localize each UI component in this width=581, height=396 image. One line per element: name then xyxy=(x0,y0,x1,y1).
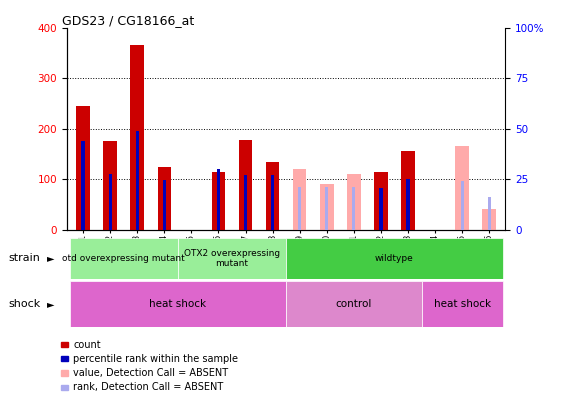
Bar xyxy=(81,141,85,230)
Text: value, Detection Call = ABSENT: value, Detection Call = ABSENT xyxy=(73,368,228,378)
Text: heat shock: heat shock xyxy=(433,299,491,309)
Bar xyxy=(103,141,117,230)
Bar xyxy=(70,238,178,279)
Bar xyxy=(239,140,252,230)
Text: wildtype: wildtype xyxy=(375,254,414,263)
Bar xyxy=(347,174,361,230)
Bar xyxy=(401,151,415,230)
Bar xyxy=(487,197,491,230)
Bar xyxy=(109,174,112,230)
Text: ►: ► xyxy=(46,253,54,263)
Bar xyxy=(461,181,464,230)
Text: heat shock: heat shock xyxy=(149,299,206,309)
Bar xyxy=(244,175,247,230)
Bar xyxy=(406,179,410,230)
Bar xyxy=(211,171,225,230)
Text: percentile rank within the sample: percentile rank within the sample xyxy=(73,354,238,364)
Text: otd overexpressing mutant: otd overexpressing mutant xyxy=(62,254,185,263)
Bar xyxy=(70,281,286,327)
Bar xyxy=(374,171,388,230)
Bar xyxy=(325,187,328,230)
Bar xyxy=(271,175,274,230)
Bar xyxy=(422,281,503,327)
Text: strain: strain xyxy=(9,253,41,263)
Bar xyxy=(178,238,286,279)
Bar xyxy=(163,180,166,230)
Bar xyxy=(293,169,306,230)
Bar xyxy=(286,238,503,279)
Bar xyxy=(266,162,279,230)
Text: OTX2 overexpressing
mutant: OTX2 overexpressing mutant xyxy=(184,249,280,268)
Bar xyxy=(157,167,171,230)
Text: GDS23 / CG18166_at: GDS23 / CG18166_at xyxy=(62,13,195,27)
Text: shock: shock xyxy=(9,299,41,309)
Text: count: count xyxy=(73,339,101,350)
Bar xyxy=(217,169,220,230)
Bar xyxy=(352,187,356,230)
Bar xyxy=(135,131,139,230)
Bar xyxy=(482,209,496,230)
Bar xyxy=(286,281,422,327)
Bar xyxy=(320,184,333,230)
Bar xyxy=(379,188,382,230)
Bar xyxy=(131,46,144,230)
Text: rank, Detection Call = ABSENT: rank, Detection Call = ABSENT xyxy=(73,382,224,392)
Bar xyxy=(76,106,90,230)
Text: control: control xyxy=(336,299,372,309)
Bar xyxy=(298,187,302,230)
Text: ►: ► xyxy=(46,299,54,309)
Bar xyxy=(456,147,469,230)
